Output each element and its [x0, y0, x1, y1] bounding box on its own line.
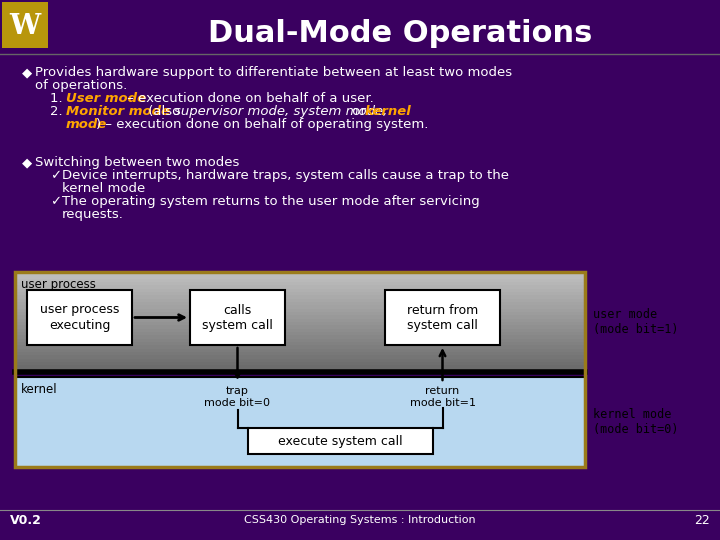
- FancyBboxPatch shape: [15, 279, 585, 282]
- FancyBboxPatch shape: [15, 282, 585, 286]
- Text: kernel: kernel: [21, 383, 58, 396]
- FancyBboxPatch shape: [15, 322, 585, 326]
- FancyBboxPatch shape: [15, 285, 585, 289]
- Text: ✓: ✓: [50, 195, 61, 208]
- Text: Monitor mode: Monitor mode: [66, 105, 170, 118]
- Text: 1.: 1.: [50, 92, 67, 105]
- Text: ◆: ◆: [22, 66, 32, 79]
- FancyBboxPatch shape: [15, 346, 585, 349]
- FancyBboxPatch shape: [15, 355, 585, 359]
- FancyBboxPatch shape: [15, 325, 585, 329]
- FancyBboxPatch shape: [248, 428, 433, 454]
- Text: of operations.: of operations.: [35, 79, 127, 92]
- FancyBboxPatch shape: [15, 319, 585, 322]
- FancyBboxPatch shape: [15, 359, 585, 362]
- Text: – execution done on behalf of a user.: – execution done on behalf of a user.: [123, 92, 374, 105]
- FancyBboxPatch shape: [385, 290, 500, 345]
- Text: 2.: 2.: [50, 105, 67, 118]
- Text: ◆: ◆: [22, 156, 32, 169]
- Text: Dual-Mode Operations: Dual-Mode Operations: [208, 18, 592, 48]
- FancyBboxPatch shape: [15, 362, 585, 366]
- Text: ) – execution done on behalf of operating system.: ) – execution done on behalf of operatin…: [96, 118, 428, 131]
- Text: or: or: [348, 105, 370, 118]
- FancyBboxPatch shape: [15, 378, 585, 467]
- Text: requests.: requests.: [62, 208, 124, 221]
- FancyBboxPatch shape: [15, 335, 585, 339]
- FancyBboxPatch shape: [27, 290, 132, 345]
- FancyBboxPatch shape: [15, 305, 585, 309]
- Text: user mode
(mode bit=1): user mode (mode bit=1): [593, 308, 678, 336]
- Text: Provides hardware support to differentiate between at least two modes: Provides hardware support to differentia…: [35, 66, 512, 79]
- Text: V0.2: V0.2: [10, 514, 42, 526]
- FancyBboxPatch shape: [15, 329, 585, 333]
- FancyBboxPatch shape: [15, 366, 585, 369]
- Text: Device interrupts, hardware traps, system calls cause a trap to the: Device interrupts, hardware traps, syste…: [62, 169, 509, 182]
- FancyBboxPatch shape: [190, 290, 285, 345]
- Text: Switching between two modes: Switching between two modes: [35, 156, 239, 169]
- FancyBboxPatch shape: [15, 369, 585, 373]
- FancyBboxPatch shape: [15, 309, 585, 313]
- Text: (also: (also: [144, 105, 184, 118]
- Text: 22: 22: [694, 514, 710, 526]
- Text: supervisor mode, system mode,: supervisor mode, system mode,: [174, 105, 387, 118]
- FancyBboxPatch shape: [15, 292, 585, 296]
- FancyBboxPatch shape: [15, 349, 585, 353]
- Text: W: W: [9, 12, 40, 39]
- FancyBboxPatch shape: [15, 272, 585, 276]
- Text: calls
system call: calls system call: [202, 303, 273, 332]
- Text: The operating system returns to the user mode after servicing: The operating system returns to the user…: [62, 195, 480, 208]
- FancyBboxPatch shape: [15, 275, 585, 279]
- Text: kernel mode: kernel mode: [62, 182, 145, 195]
- Text: user process
executing: user process executing: [40, 303, 120, 332]
- FancyBboxPatch shape: [15, 339, 585, 342]
- FancyBboxPatch shape: [2, 2, 48, 48]
- FancyBboxPatch shape: [15, 332, 585, 336]
- Text: User mode: User mode: [66, 92, 146, 105]
- FancyBboxPatch shape: [15, 289, 585, 293]
- Text: CSS430 Operating Systems : Introduction: CSS430 Operating Systems : Introduction: [244, 515, 476, 525]
- FancyBboxPatch shape: [15, 312, 585, 316]
- Text: return from
system call: return from system call: [407, 303, 478, 332]
- FancyBboxPatch shape: [15, 352, 585, 356]
- Text: kernel: kernel: [365, 105, 412, 118]
- FancyBboxPatch shape: [15, 295, 585, 299]
- Text: return
mode bit=1: return mode bit=1: [410, 386, 475, 408]
- Text: trap
mode bit=0: trap mode bit=0: [204, 386, 271, 408]
- FancyBboxPatch shape: [15, 302, 585, 306]
- Text: execute system call: execute system call: [278, 435, 402, 448]
- Text: ✓: ✓: [50, 169, 61, 182]
- Text: mode: mode: [66, 118, 107, 131]
- Text: user process: user process: [21, 278, 96, 291]
- FancyBboxPatch shape: [15, 342, 585, 346]
- FancyBboxPatch shape: [15, 299, 585, 302]
- Text: kernel mode
(mode bit=0): kernel mode (mode bit=0): [593, 408, 678, 436]
- FancyBboxPatch shape: [15, 315, 585, 319]
